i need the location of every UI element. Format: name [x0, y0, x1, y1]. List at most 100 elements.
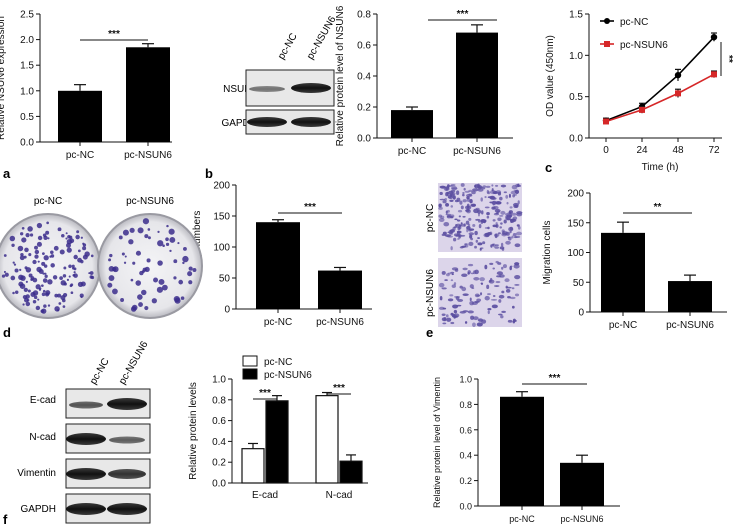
- colony: [43, 255, 49, 261]
- migrated-cell: [480, 292, 483, 296]
- migrated-cell: [443, 186, 450, 192]
- migrated-cell: [516, 224, 520, 227]
- migrated-cell: [456, 219, 461, 222]
- legend-label-nc: pc-NC: [264, 357, 292, 368]
- migrated-cell: [449, 194, 453, 198]
- migrated-cell: [492, 219, 496, 222]
- migrated-cell: [497, 217, 502, 221]
- migrated-cell: [438, 282, 445, 288]
- colony: [32, 259, 37, 265]
- migrated-cell: [516, 211, 523, 215]
- x-tick-label: pc-NSUN6: [124, 150, 172, 161]
- cells-nsun6: [438, 260, 521, 327]
- migrated-cell: [460, 183, 465, 187]
- migrated-cell: [460, 223, 466, 227]
- migrated-cell: [491, 200, 498, 205]
- blot-b-band-nsun6-nc: [249, 86, 285, 92]
- colony: [29, 233, 34, 237]
- colony: [35, 305, 41, 311]
- blot-b-lane-label-nc: pc-NC: [276, 31, 300, 61]
- colony: [89, 271, 94, 275]
- migrated-cell: [484, 264, 488, 270]
- colony: [177, 242, 180, 245]
- migrated-cell: [511, 235, 514, 239]
- significance-label: ***: [457, 9, 469, 20]
- migrated-cell: [500, 222, 503, 225]
- colony: [32, 290, 39, 296]
- colony: [73, 254, 78, 260]
- migrated-cell: [497, 262, 502, 265]
- y-axis-label: Relative NSUN6 expression: [0, 16, 7, 140]
- x-tick-label: 24: [636, 145, 648, 156]
- migrated-cell: [480, 247, 484, 250]
- migrated-cell: [492, 267, 496, 270]
- migrated-cell: [462, 267, 468, 271]
- migrated-cell: [495, 281, 501, 284]
- migrated-cell: [494, 233, 498, 239]
- colony: [41, 284, 44, 288]
- migrated-cell: [487, 226, 490, 230]
- migrated-cell: [468, 217, 472, 221]
- x-tick-label: 48: [672, 145, 684, 156]
- colony: [162, 284, 168, 291]
- colony: [187, 271, 193, 277]
- colony: [70, 291, 74, 295]
- colony: [9, 235, 16, 242]
- colony: [137, 227, 144, 234]
- colony: [44, 274, 48, 278]
- x-tick-label: N-cad: [326, 490, 353, 501]
- migrated-cell: [472, 223, 476, 227]
- y-tick-label: 0.0: [569, 134, 583, 145]
- migrated-cell: [513, 264, 520, 269]
- migrated-cell: [508, 227, 514, 232]
- colony: [14, 290, 19, 294]
- migrated-cell: [464, 321, 468, 324]
- colony: [79, 293, 84, 298]
- migrated-cell: [514, 235, 521, 239]
- migrated-cell: [502, 264, 507, 269]
- significance-label: ***: [304, 202, 316, 213]
- migrated-cell: [509, 265, 513, 268]
- colony: [151, 298, 157, 304]
- x-tick-label: pc-NC: [509, 514, 535, 524]
- colony: [25, 294, 30, 299]
- colony: [173, 259, 178, 264]
- migrated-cell: [499, 246, 505, 250]
- blot-f-lane-label-nsun6: pc-NSUN6: [117, 339, 151, 386]
- y-axis-label: Migration cells: [542, 221, 553, 285]
- migrated-cell: [456, 230, 462, 234]
- colony: [19, 255, 25, 261]
- colony: [192, 267, 197, 272]
- migrated-cell: [472, 322, 476, 327]
- migrated-cell: [466, 228, 469, 233]
- migrated-cell: [472, 316, 479, 321]
- migrated-cell: [475, 239, 479, 243]
- migrated-cell: [514, 243, 521, 248]
- migrated-cell: [461, 273, 468, 278]
- migrated-cell: [444, 234, 451, 238]
- blot-b-band-gapdh-nsun6: [291, 117, 331, 127]
- colony: [70, 283, 74, 287]
- colony: [12, 261, 15, 264]
- migrated-cell: [458, 224, 462, 230]
- colony: [33, 295, 38, 300]
- y-axis-label: Relative protein level of Vimentin: [432, 377, 442, 508]
- colony: [144, 234, 149, 239]
- chart-b-nsun6-protein: 0.0 0.2 0.4 0.6 0.8 Relative protein level of…: [335, 5, 513, 157]
- y-tick-label: 50: [219, 274, 231, 285]
- y-tick-label: 0.6: [357, 41, 371, 52]
- y-tick-label: 0.4: [459, 451, 472, 461]
- y-axis-label: OD value (450nm): [545, 35, 556, 117]
- migrated-cell: [507, 212, 512, 214]
- panel-b-western-blot: pc-NC pc-NSUN6 NSUN6 GAPDH: [221, 14, 339, 135]
- migrated-cell: [481, 187, 486, 190]
- colony: [68, 275, 71, 278]
- chart-d-colony-numbers: 050100150200Colony numberspc-NCpc-NSUN6*…: [192, 181, 372, 328]
- y-tick-label: 2.5: [20, 10, 34, 21]
- y-tick-label: 200: [567, 189, 584, 200]
- migrated-cell: [505, 240, 511, 245]
- colony: [19, 268, 22, 271]
- y-tick-label: 0.2: [212, 458, 226, 469]
- colony: [57, 227, 62, 232]
- migrated-cell: [486, 211, 490, 216]
